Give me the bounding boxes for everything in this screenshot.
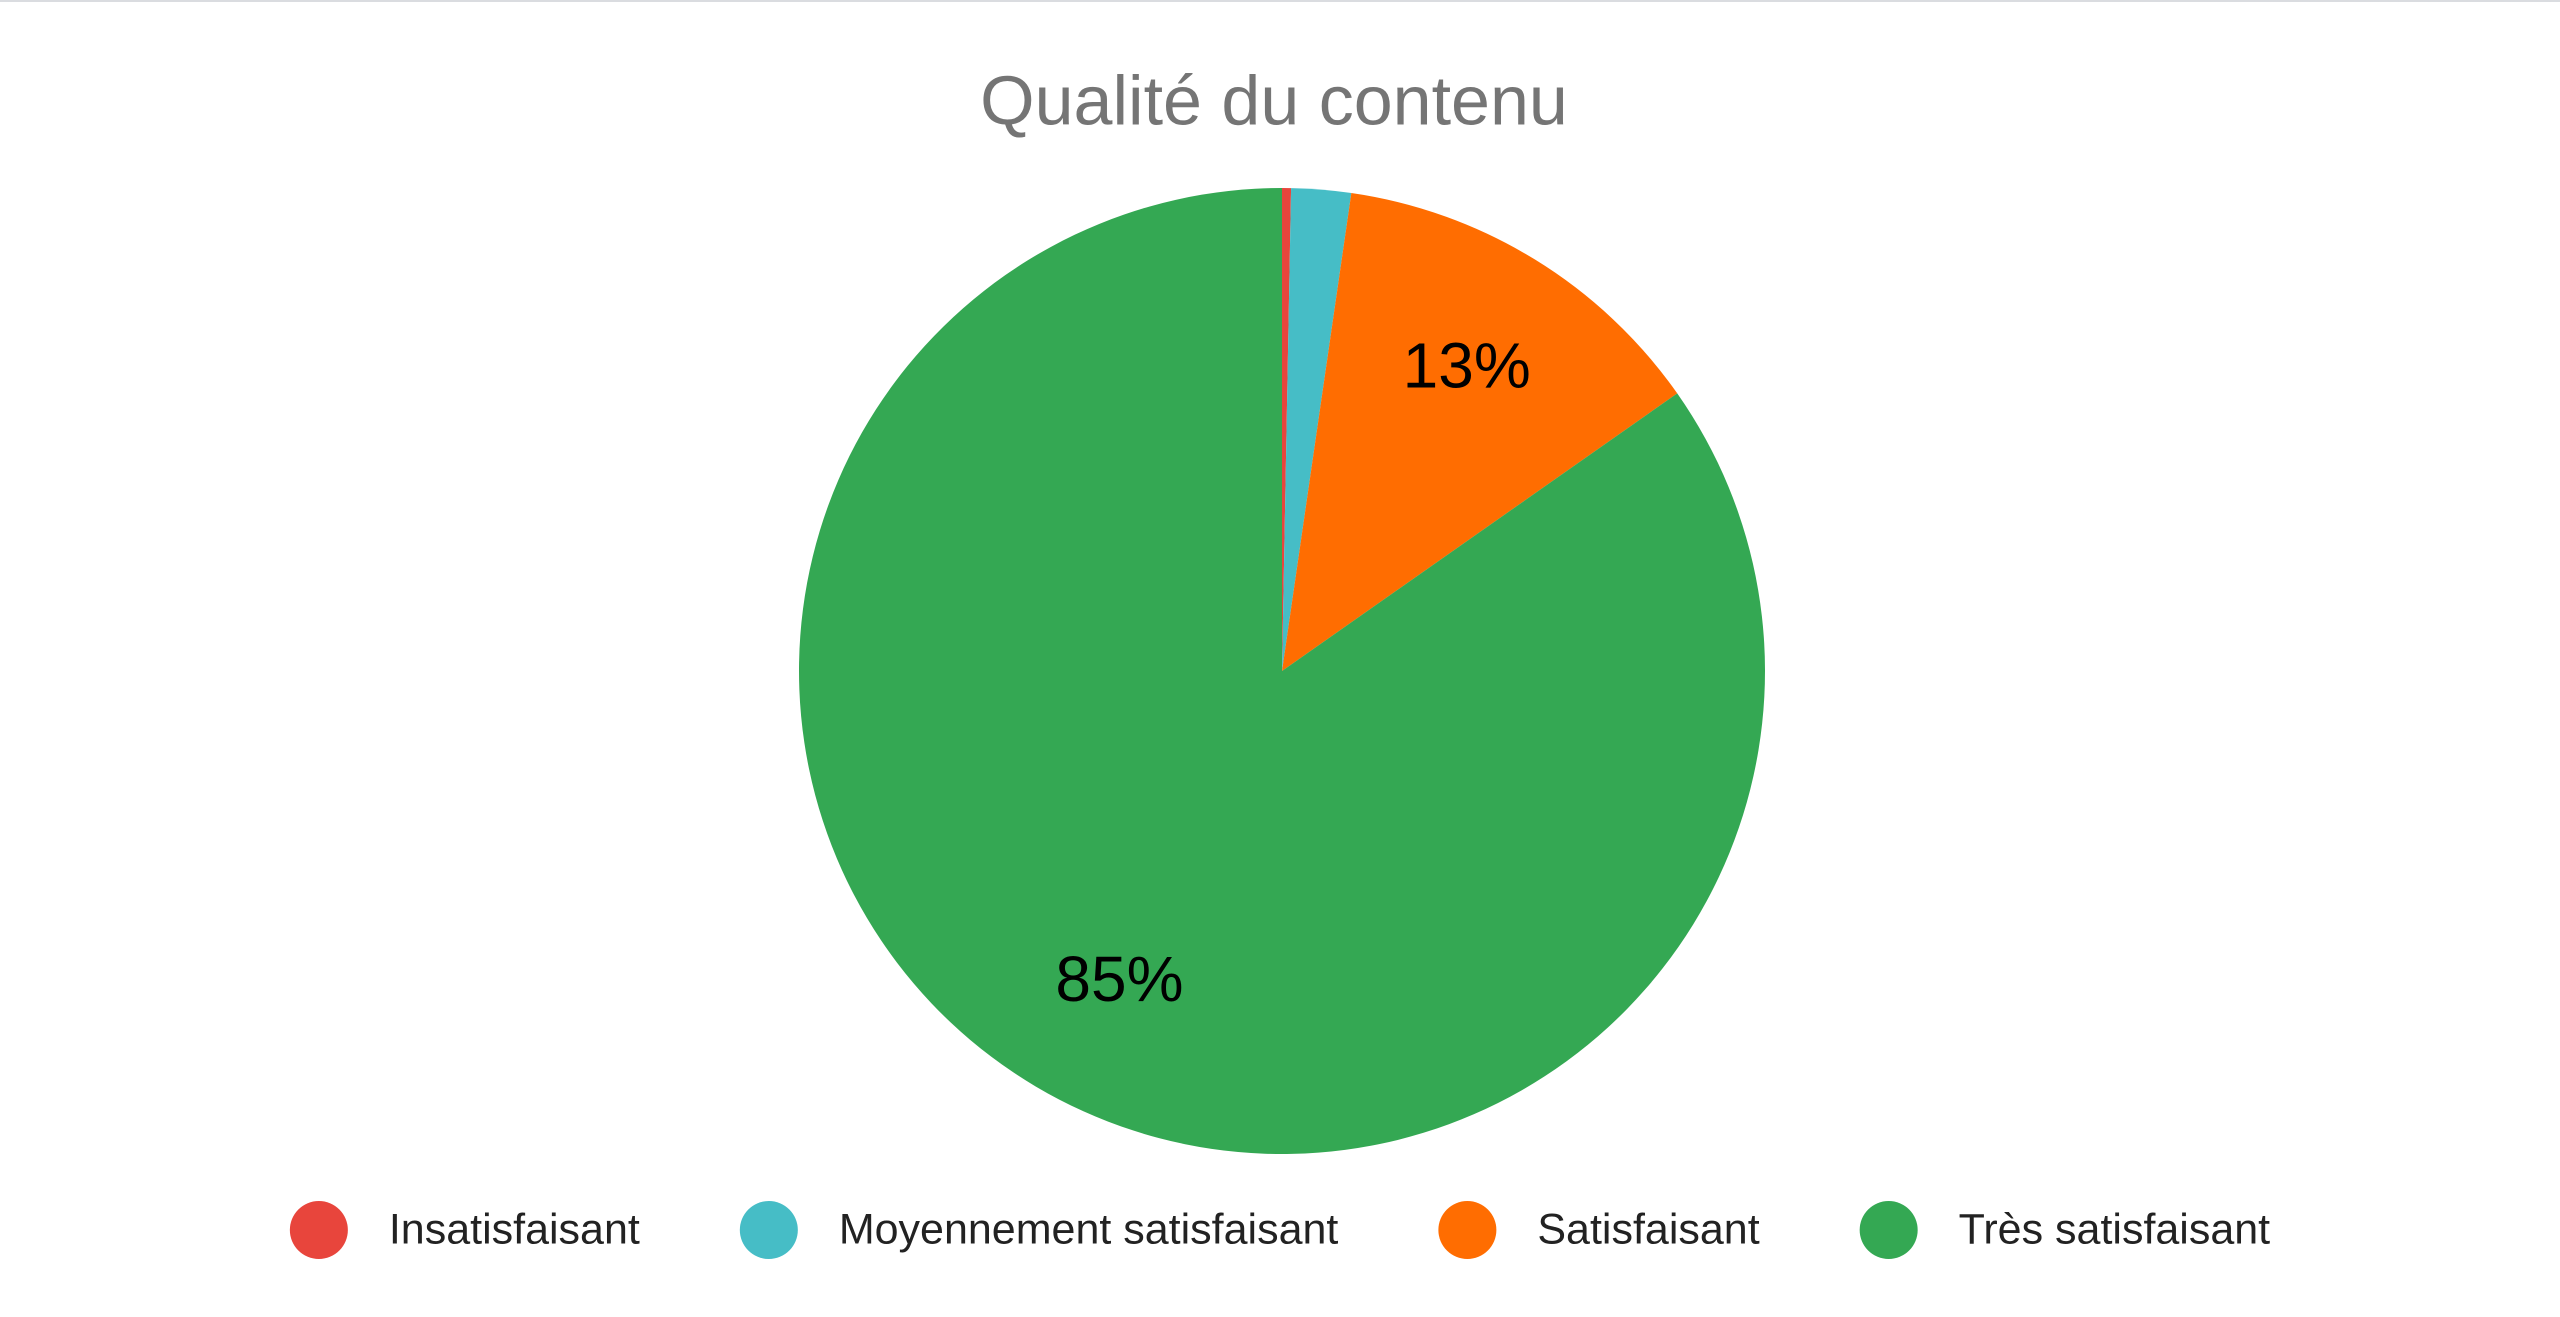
- chart-title: Qualité du contenu: [980, 61, 1568, 139]
- data-label: 13%: [1403, 330, 1531, 402]
- legend-label: Satisfaisant: [1537, 1205, 1759, 1253]
- legend-label: Moyennement satisfaisant: [839, 1205, 1339, 1253]
- legend-swatch: [1859, 1201, 1918, 1259]
- legend-label: Très satisfaisant: [1959, 1205, 2271, 1253]
- data-label: 85%: [1055, 943, 1183, 1015]
- legend-item: Très satisfaisant: [1859, 1201, 2271, 1259]
- pie-slice: [1282, 188, 1352, 671]
- legend-item: Moyennement satisfaisant: [739, 1201, 1339, 1259]
- legend-swatch: [289, 1201, 348, 1259]
- pie-slice: [798, 188, 1765, 1155]
- legend-item: Satisfaisant: [1438, 1201, 1760, 1259]
- legend-label: Insatisfaisant: [389, 1205, 640, 1253]
- legend: Insatisfaisant Moyennement satisfaisant Sa…: [289, 1201, 2271, 1259]
- pie-slice: [1282, 193, 1678, 672]
- legend-item: Insatisfaisant: [289, 1201, 640, 1259]
- legend-swatch: [1438, 1201, 1497, 1259]
- pie-slice: [1282, 188, 1292, 671]
- pie: 13% 85%: [798, 188, 1765, 1155]
- legend-swatch: [739, 1201, 798, 1259]
